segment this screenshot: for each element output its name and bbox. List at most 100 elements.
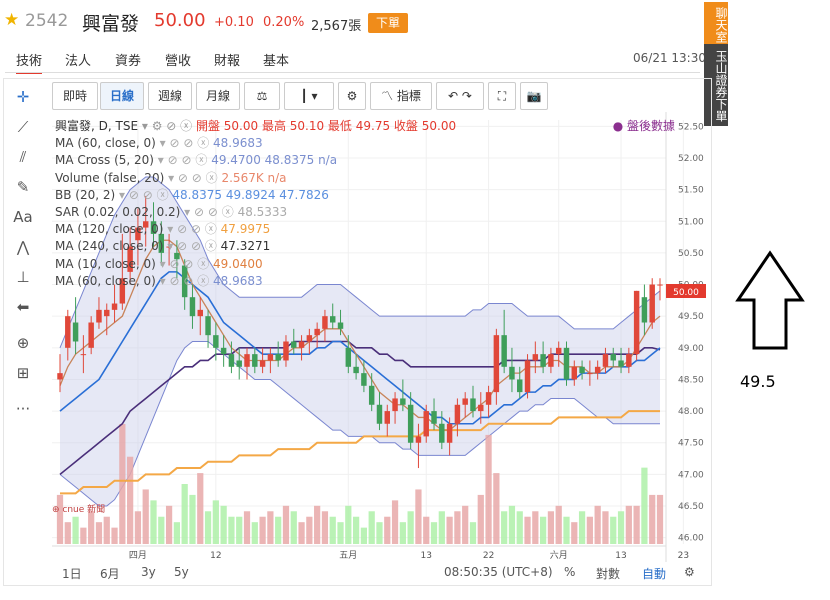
candle-body: [392, 398, 398, 412]
time-axis: 四月 12 五月 13 22 六月 13 23: [52, 545, 689, 561]
arrow-left-icon[interactable]: ⬅: [16, 298, 30, 316]
scale-icon[interactable]: ⚖: [244, 82, 280, 110]
broker-order-button[interactable]: 玉山證券下單: [704, 44, 728, 126]
annotation-value: 49.5: [740, 372, 776, 391]
volume-bar: [329, 516, 336, 544]
volume-bar: [540, 516, 547, 544]
tab-institutional[interactable]: 法人: [65, 54, 92, 69]
range-3y[interactable]: 3y: [141, 565, 156, 579]
volume-bar: [563, 516, 570, 544]
volume-bar: [251, 522, 258, 544]
after-hours-link[interactable]: ● 盤後數據: [612, 119, 675, 133]
legend-row-label: MA Cross (5, 20): [55, 153, 154, 168]
fib-icon[interactable]: ⫽: [19, 148, 27, 166]
volume-bar: [267, 511, 274, 544]
more-icon[interactable]: ···: [15, 400, 31, 418]
volume-bar: [532, 511, 539, 544]
chat-room-button[interactable]: 聊天室: [704, 2, 728, 46]
tab-revenue[interactable]: 營收: [165, 54, 192, 69]
volume-bar: [524, 516, 531, 544]
price-chart[interactable]: 46.00 46.50 47.00 47.50 48.00 48.50 49.00 49.50…: [48, 112, 710, 562]
indicators-button[interactable]: 〽 指標: [370, 82, 432, 110]
candle-body: [228, 354, 235, 367]
volume-bar: [189, 494, 196, 544]
chart-type-icon[interactable]: ┃ ▾: [284, 82, 334, 110]
legend-row-label: MA (120, close, 0): [55, 222, 164, 237]
legend-row-controls[interactable]: ▾ ⊘ ⊘ ⓧ: [115, 187, 173, 202]
auto-toggle[interactable]: 自動: [642, 567, 667, 581]
price-tick-label: 50.50: [678, 249, 704, 259]
weekly-button[interactable]: 週線: [148, 82, 192, 110]
text-tool-icon[interactable]: Aa: [13, 208, 33, 226]
volume-bar: [321, 511, 329, 544]
pattern-icon[interactable]: ⋀: [16, 238, 30, 256]
volume-bar: [477, 494, 484, 544]
monthly-button[interactable]: 月線: [196, 82, 240, 110]
candle-body: [524, 360, 531, 393]
ruler-icon[interactable]: ⊞: [16, 364, 30, 382]
volume-bar: [508, 505, 516, 544]
volume-bar: [72, 516, 79, 544]
range-1d[interactable]: 1日: [62, 567, 82, 581]
legend-row-controls[interactable]: ▾ ⊘ ⊘ ⓧ: [164, 170, 222, 185]
range-5y[interactable]: 5y: [174, 565, 189, 579]
candle-body: [400, 398, 406, 405]
volume-bar: [649, 494, 656, 544]
crosshair-icon[interactable]: ✛: [16, 88, 30, 106]
daily-button[interactable]: 日線: [100, 82, 144, 110]
candle-body: [368, 385, 375, 405]
price-tag: 50.00: [673, 288, 699, 298]
candle-body: [314, 328, 320, 336]
volume-bar: [95, 522, 103, 544]
volume-bar: [236, 516, 243, 544]
legend-row-controls[interactable]: ▾ ⊘ ⊘ ⓧ: [180, 205, 238, 220]
favorite-star-icon[interactable]: ★: [4, 10, 20, 30]
tab-basic[interactable]: 基本: [263, 54, 290, 69]
tab-financials[interactable]: 財報: [214, 54, 241, 69]
time-tick-label: 13: [421, 551, 432, 561]
trendline-icon[interactable]: ⟋: [17, 118, 29, 136]
volume-bar: [204, 511, 212, 544]
legend-row: MA (10, close, 0) ▾ ⊘ ⊘ ⓧ 49.0400: [55, 256, 675, 273]
volume-bar: [243, 511, 251, 544]
undo-redo-icon[interactable]: ↶ ↷: [436, 82, 484, 110]
legend-row-controls[interactable]: ▾ ⊘ ⊘ ⓧ: [155, 136, 214, 151]
volume-bar: [430, 522, 438, 544]
range-6m[interactable]: 6月: [100, 567, 120, 581]
volume-bar: [462, 505, 469, 544]
intraday-button[interactable]: 即時: [52, 82, 98, 110]
chart-frame: [3, 78, 712, 586]
candle-body: [111, 303, 118, 310]
legend-row-controls[interactable]: ▾ ⊘ ⊘ ⓧ: [163, 239, 221, 254]
volume-bar: [547, 511, 555, 544]
settings-gear-icon[interactable]: ⚙: [684, 565, 695, 579]
indicators-label: 指標: [396, 89, 421, 103]
candle-body: [517, 379, 523, 393]
candle-body: [415, 436, 422, 443]
candle-body: [493, 335, 500, 393]
order-button[interactable]: 下單: [368, 13, 408, 33]
zoom-icon[interactable]: ⊕: [16, 334, 30, 352]
tab-margin[interactable]: 資券: [115, 54, 142, 69]
legend-row-label: SAR (0.02, 0.02, 0.2): [55, 205, 181, 220]
camera-icon[interactable]: 📷: [520, 82, 548, 110]
candle-body: [618, 360, 624, 367]
candle-body: [540, 354, 546, 367]
candle-body: [337, 322, 344, 329]
legend-row-values: 48.5333: [237, 205, 288, 220]
legend-row-controls[interactable]: ▾ ⊘ ⊘ ⓧ: [153, 153, 212, 168]
legend-row-controls[interactable]: ▾ ⊘ ⊘ ⓧ: [155, 273, 214, 288]
candle-body: [485, 392, 492, 405]
gear-icon[interactable]: ⚙: [338, 82, 366, 110]
fullscreen-icon[interactable]: ⛶: [488, 82, 516, 110]
log-toggle[interactable]: 對數: [596, 567, 621, 581]
tab-technical[interactable]: 技術: [16, 50, 43, 74]
percent-toggle[interactable]: %: [564, 565, 576, 579]
legend-row-controls[interactable]: ▾ ⊘ ⊘ ⓧ: [163, 222, 221, 237]
brush-icon[interactable]: ✎: [16, 178, 30, 196]
candle-body: [657, 284, 663, 286]
tab-divider: [5, 72, 700, 73]
legend-row-controls[interactable]: ▾ ⊘ ⊘ ⓧ: [155, 256, 214, 271]
volume-bar: [438, 511, 445, 544]
measure-icon[interactable]: ⊥: [16, 268, 30, 286]
